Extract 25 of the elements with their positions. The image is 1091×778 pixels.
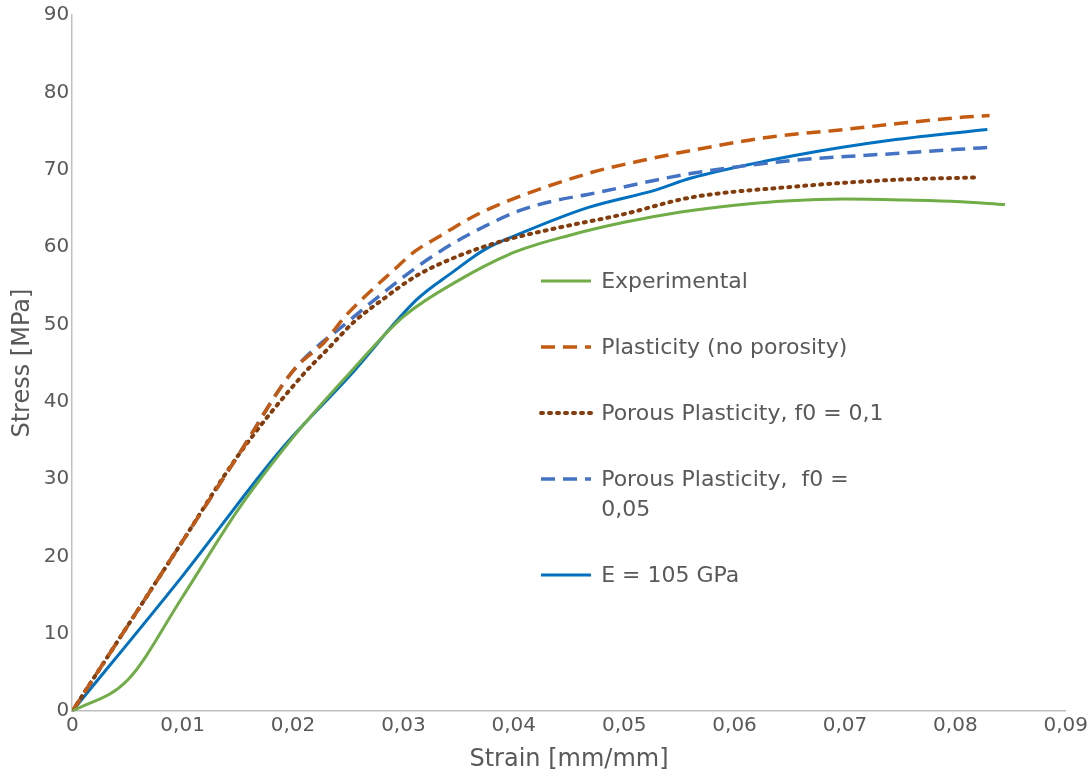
y-tick-label: 40 <box>43 387 70 412</box>
x-tick-label: 0,01 <box>160 712 205 737</box>
legend-label: Porous Plasticity, f0 = 0,05 <box>601 464 850 523</box>
y-tick-label: 30 <box>43 465 70 490</box>
legend-label: Porous Plasticity, f0 = 0,1 <box>601 398 884 427</box>
x-tick-label: 0,06 <box>712 712 757 737</box>
x-tick-label: 0,04 <box>491 712 537 737</box>
y-tick-label: 90 <box>43 1 70 26</box>
x-tick-label: 0,05 <box>601 712 647 737</box>
legend-label: Plasticity (no porosity) <box>601 332 848 361</box>
y-tick-label: 70 <box>43 155 70 180</box>
x-tick-label: 0,09 <box>1043 712 1088 737</box>
x-axis-title: Strain [mm/mm] <box>469 743 669 772</box>
legend-label: Experimental <box>601 266 748 295</box>
y-tick-label: 50 <box>43 310 70 335</box>
y-tick-label: 20 <box>43 542 70 567</box>
x-tick-label: 0,03 <box>381 712 426 737</box>
x-tick-label: 0,08 <box>933 712 978 737</box>
y-tick-label: 10 <box>43 620 70 645</box>
y-axis-title: Stress [MPa] <box>6 288 35 438</box>
x-tick-label: 0,07 <box>822 712 868 737</box>
x-tick-label: 0,02 <box>270 712 316 737</box>
legend-label: E = 105 GPa <box>601 560 740 589</box>
y-tick-label: 60 <box>43 233 70 258</box>
y-tick-label: 80 <box>43 78 70 103</box>
